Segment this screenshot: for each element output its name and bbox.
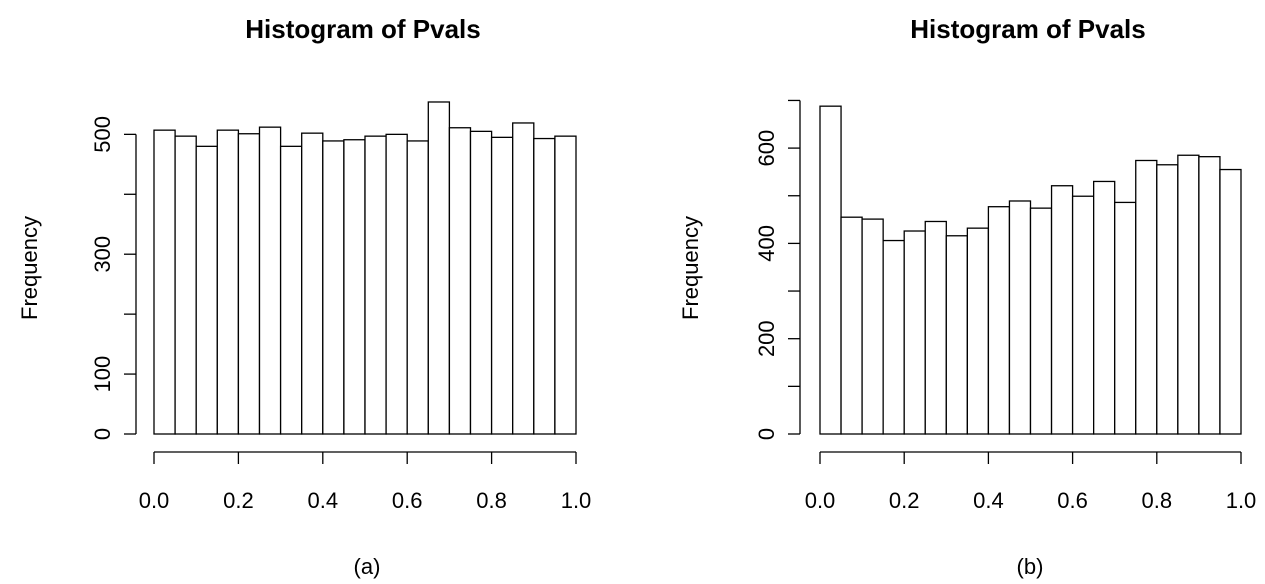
histogram-bar [819,105,842,435]
histogram-bar [406,140,429,435]
histogram-bar [1071,195,1095,435]
panel-label: (b) [1017,554,1044,579]
histogram-bar [554,135,577,435]
histogram-bar [1008,200,1032,435]
histogram-bar [1114,201,1137,435]
histogram-bar [427,101,451,435]
histogram-bar [490,136,514,435]
y-tick-label: 0 [754,428,779,440]
histogram-bar [258,126,282,435]
x-tick-label: 0.8 [1142,488,1173,513]
histogram-bar [924,220,947,435]
x-tick-label: 0.6 [1057,488,1088,513]
x-tick-label: 0.0 [139,488,170,513]
histogram-bar [882,239,905,435]
y-tick-label: 0 [90,428,115,440]
histogram-bar [153,129,176,435]
x-tick-label: 0.2 [223,488,254,513]
histogram-bar [987,206,1011,435]
x-tick-label: 0.8 [476,488,507,513]
y-axis-label: Frequency [17,216,42,320]
histogram-bar [903,230,926,435]
x-tick-label: 1.0 [561,488,592,513]
x-tick-label: 0.0 [805,488,836,513]
x-tick-label: 0.4 [308,488,339,513]
histogram-bar [279,145,303,435]
y-tick-label: 100 [90,356,115,393]
histogram-bar [966,227,990,435]
histogram-bar [237,133,261,435]
histogram-bar [216,129,240,435]
y-tick-label: 400 [754,225,779,262]
x-tick-label: 0.2 [889,488,920,513]
y-tick-label: 500 [90,116,115,153]
histogram-bar [1050,185,1074,435]
y-tick-label: 200 [754,320,779,357]
histogram-bar [533,137,556,435]
y-tick-label: 600 [754,130,779,167]
x-tick-label: 1.0 [1226,488,1257,513]
histogram-bar [195,145,218,435]
chart-title: Histogram of Pvals [245,14,481,44]
histogram-bar [1156,164,1179,435]
histogram-bar [385,133,408,435]
histogram-bar [1029,207,1053,435]
histogram-bar [1198,156,1221,435]
histogram-bar [1177,154,1200,435]
y-axis-label: Frequency [678,216,703,320]
y-tick-label: 300 [90,236,115,273]
histogram-bar [1135,159,1158,435]
panel-label: (a) [354,554,381,579]
histogram-bar [448,127,472,435]
histogram-bar [840,216,863,435]
histogram-bar [945,235,968,435]
histogram-bar [364,135,387,435]
histogram-bar [301,132,324,435]
histogram-bar [322,140,345,435]
histogram-bar [343,139,366,435]
x-tick-label: 0.4 [973,488,1004,513]
histogram-panel-a: Histogram of Pvals Frequency (a) 0.0 0.2 0… [17,14,591,579]
histogram-bar [174,135,197,435]
histogram-bar [861,218,884,435]
histogram-bar [1093,180,1116,435]
histogram-bar [1219,168,1242,435]
histogram-bar [512,122,535,435]
histogram-panel-b: Histogram of Pvals Frequency (b) 0.0 0.2 0… [678,14,1256,579]
histogram-bar [469,130,493,435]
chart-title: Histogram of Pvals [910,14,1146,44]
x-tick-label: 0.6 [392,488,423,513]
